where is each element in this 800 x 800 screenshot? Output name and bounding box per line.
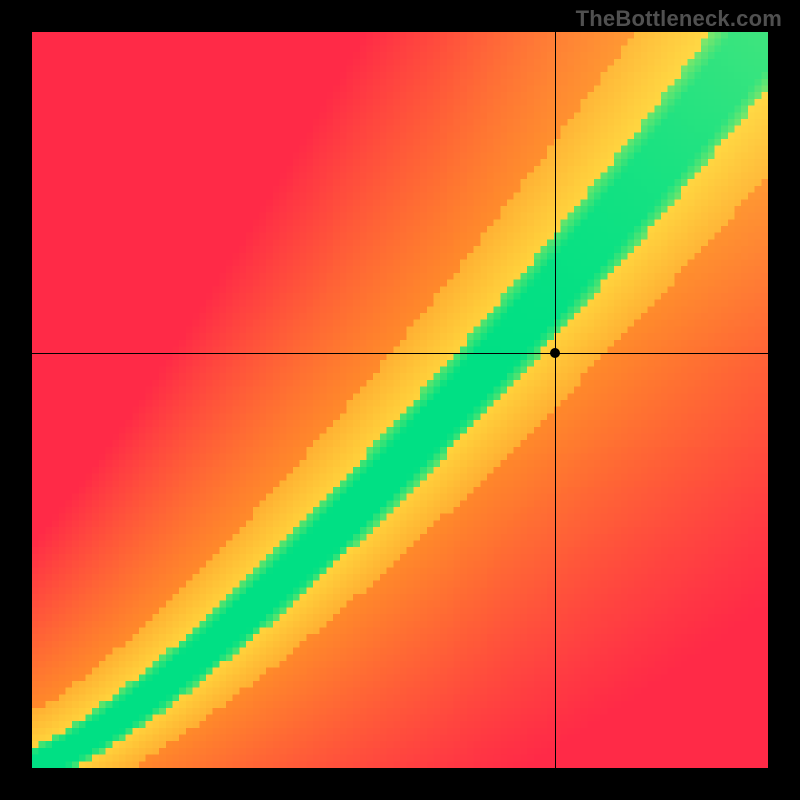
selection-marker-dot [550, 348, 560, 358]
heatmap-plot-area [32, 32, 768, 768]
bottleneck-heatmap [32, 32, 768, 768]
crosshair-vertical-line [555, 32, 556, 768]
crosshair-horizontal-line [32, 353, 768, 354]
watermark-text: TheBottleneck.com [576, 6, 782, 32]
figure-root: TheBottleneck.com [0, 0, 800, 800]
